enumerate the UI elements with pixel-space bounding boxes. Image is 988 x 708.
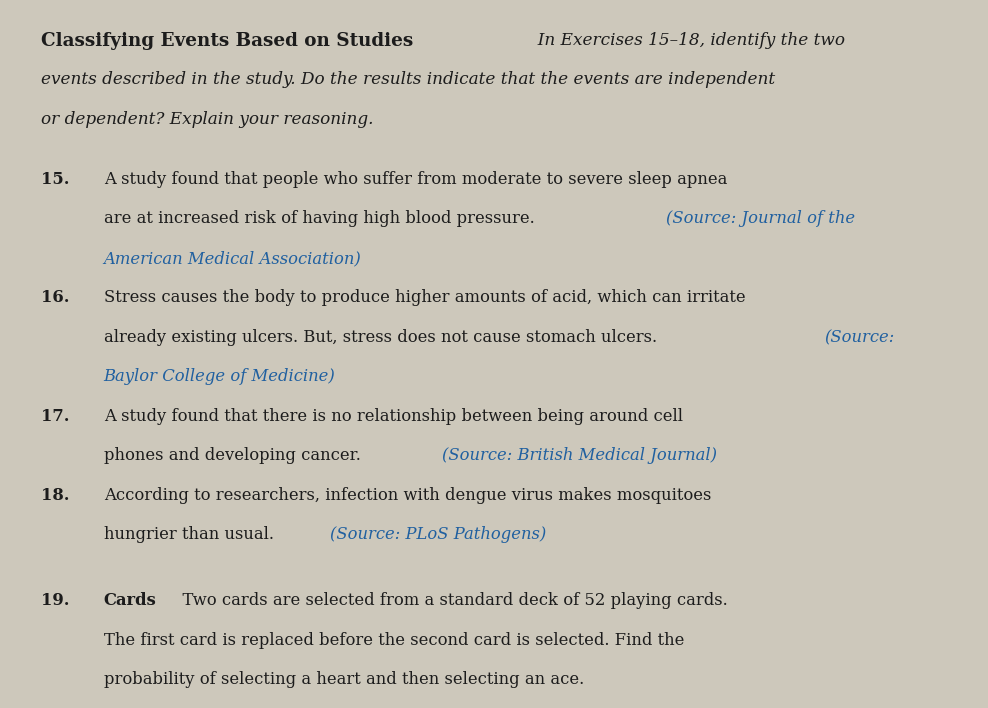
Text: 16.: 16.	[41, 290, 70, 307]
Text: According to researchers, infection with dengue virus makes mosquitoes: According to researchers, infection with…	[104, 487, 711, 504]
Text: (Source: Journal of the: (Source: Journal of the	[666, 210, 856, 227]
Text: (Source:: (Source:	[824, 329, 894, 346]
Text: (Source: British Medical Journal): (Source: British Medical Journal)	[442, 447, 717, 464]
Text: phones and developing cancer.: phones and developing cancer.	[104, 447, 366, 464]
Text: 15.: 15.	[41, 171, 70, 188]
Text: are at increased risk of having high blood pressure.: are at increased risk of having high blo…	[104, 210, 539, 227]
Text: already existing ulcers. But, stress does not cause stomach ulcers.: already existing ulcers. But, stress doe…	[104, 329, 662, 346]
Text: A study found that there is no relationship between being around cell: A study found that there is no relations…	[104, 408, 683, 425]
Text: Cards: Cards	[104, 593, 156, 610]
Text: (Source: PLoS Pathogens): (Source: PLoS Pathogens)	[330, 526, 546, 543]
Text: 19.: 19.	[41, 593, 70, 610]
Text: Baylor College of Medicine): Baylor College of Medicine)	[104, 368, 336, 385]
Text: The first card is replaced before the second card is selected. Find the: The first card is replaced before the se…	[104, 632, 684, 649]
Text: events described in the study. Do the results indicate that the events are indep: events described in the study. Do the re…	[41, 72, 776, 88]
Text: A study found that people who suffer from moderate to severe sleep apnea: A study found that people who suffer fro…	[104, 171, 727, 188]
Text: American Medical Association): American Medical Association)	[104, 250, 362, 267]
Text: probability of selecting a heart and then selecting an ace.: probability of selecting a heart and the…	[104, 671, 584, 688]
Text: Classifying Events Based on Studies: Classifying Events Based on Studies	[41, 32, 414, 50]
Text: 17.: 17.	[41, 408, 70, 425]
Text: or dependent? Explain your reasoning.: or dependent? Explain your reasoning.	[41, 111, 374, 128]
Text: Stress causes the body to produce higher amounts of acid, which can irritate: Stress causes the body to produce higher…	[104, 290, 745, 307]
Text: hungrier than usual.: hungrier than usual.	[104, 526, 279, 543]
Text: Two cards are selected from a standard deck of 52 playing cards.: Two cards are selected from a standard d…	[172, 593, 727, 610]
Text: 18.: 18.	[41, 487, 70, 504]
Text: In Exercises 15–18, identify the two: In Exercises 15–18, identify the two	[527, 32, 845, 49]
